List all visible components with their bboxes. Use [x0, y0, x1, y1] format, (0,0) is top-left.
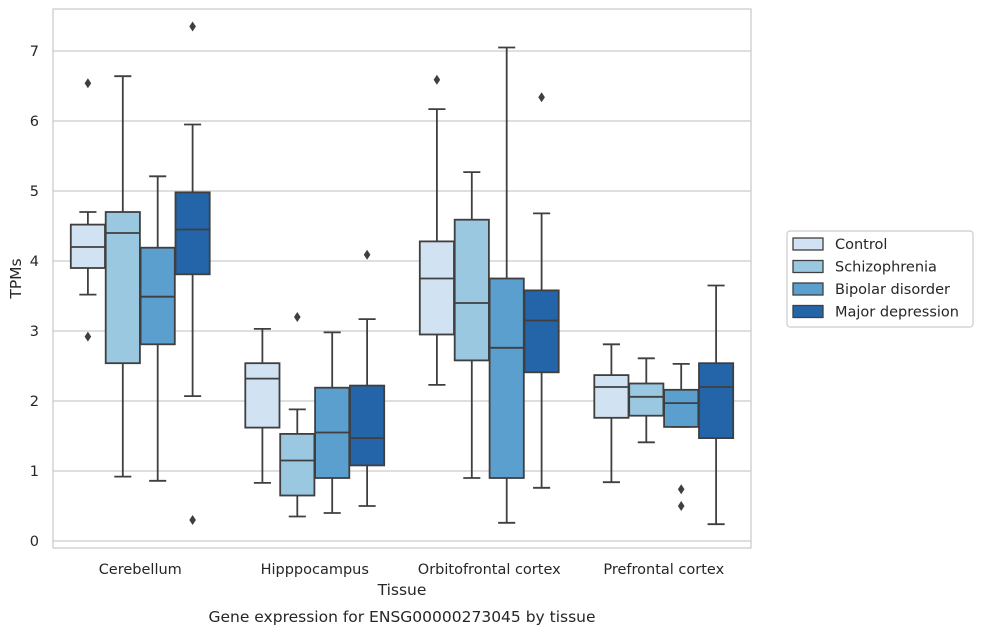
outlier-point [189, 515, 196, 525]
box-iqr [453, 218, 490, 362]
legend-swatch [792, 304, 824, 319]
box-iqr [523, 289, 560, 374]
y-axis-label: TPMs [7, 258, 25, 299]
outlier-point [294, 312, 301, 322]
box-plot-layer [69, 21, 735, 526]
outlier-point [189, 21, 196, 32]
legend-swatch [792, 237, 824, 251]
x-tick-label: Hipppocampus [261, 562, 369, 578]
box-0-2 [139, 175, 176, 482]
y-tick-label: 5 [30, 184, 39, 200]
box-2-3 [523, 92, 560, 489]
x-tick-label: Orbitofrontal cortex [418, 562, 561, 578]
y-tick-label: 3 [30, 324, 39, 340]
outlier-point [84, 78, 92, 89]
box-0-3 [174, 21, 211, 525]
legend-swatch [792, 282, 824, 296]
legend-label: Major depression [835, 305, 959, 321]
box-2-0 [418, 74, 455, 386]
box-iqr [418, 240, 455, 336]
box-0-0 [69, 78, 106, 342]
box-iqr [104, 211, 141, 365]
legend-label: Control [835, 237, 887, 253]
plot-frame [52, 8, 752, 549]
box-1-3 [349, 249, 386, 507]
y-tick-label: 2 [30, 394, 39, 410]
x-axis-label: Tissue [377, 581, 427, 599]
y-tick-label: 7 [30, 44, 39, 60]
y-tick-label: 6 [30, 114, 39, 130]
box-2-1 [453, 171, 490, 479]
outlier-point [538, 92, 545, 103]
box-iqr [593, 374, 630, 419]
y-tick-label: 0 [30, 534, 39, 550]
box-3-2 [663, 362, 700, 511]
box-3-1 [628, 357, 665, 444]
box-iqr [279, 432, 316, 497]
box-1-1 [279, 312, 316, 518]
legend: Control Schizophrenia Bipolar disorder Majo… [786, 230, 974, 328]
box-iqr [174, 191, 211, 276]
legend-swatch [792, 259, 824, 274]
figure-caption: Gene expression for ENSG00000273045 by t… [208, 608, 595, 626]
y-axis-ticks: 0 1 2 3 4 5 6 7 [30, 44, 39, 550]
legend-label: Bipolar disorder [835, 282, 950, 298]
box-1-0 [244, 327, 281, 484]
box-2-2 [488, 46, 525, 524]
outlier-point [363, 249, 371, 260]
box-iqr [488, 277, 525, 479]
y-tick-label: 4 [30, 254, 39, 270]
box-iqr [244, 362, 281, 429]
box-1-2 [314, 331, 351, 514]
box-iqr [663, 388, 700, 428]
box-iqr [349, 384, 386, 467]
x-tick-label: Prefrontal cortex [603, 562, 724, 578]
box-3-0 [593, 343, 630, 484]
box-iqr [628, 382, 665, 417]
y-tick-label: 1 [30, 464, 39, 480]
x-axis-ticks: Cerebellum Hipppocampus Orbitofrontal cort… [99, 562, 725, 578]
box-iqr [698, 362, 735, 440]
outlier-point [84, 331, 92, 342]
outlier-point [677, 501, 685, 511]
outlier-point [677, 484, 685, 495]
box-0-1 [104, 75, 141, 478]
outlier-point [433, 74, 441, 85]
legend-label: Schizophrenia [835, 260, 937, 276]
legend-frame [786, 230, 974, 328]
box-3-3 [698, 284, 735, 526]
x-tick-label: Cerebellum [99, 562, 182, 578]
